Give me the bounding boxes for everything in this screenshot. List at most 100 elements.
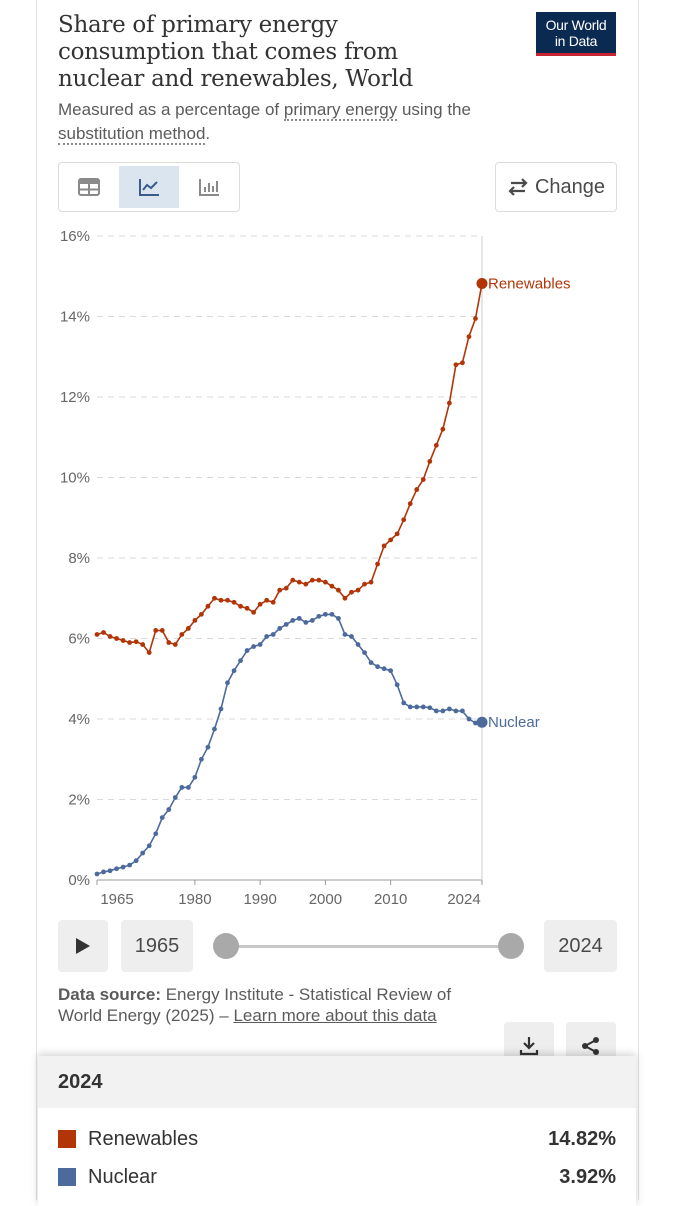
line-chart-icon [139, 179, 159, 196]
data-point-renewables [336, 587, 341, 593]
data-point-nuclear [309, 617, 315, 623]
data-point-renewables [453, 362, 459, 368]
data-point-nuclear [375, 664, 380, 670]
data-point-nuclear [381, 666, 387, 672]
data-point-nuclear [107, 868, 113, 874]
tab-table[interactable] [59, 163, 119, 211]
series-end-label: Renewables [488, 275, 571, 292]
tab-bar-chart[interactable] [179, 163, 239, 211]
data-point-nuclear [316, 613, 322, 619]
data-point-renewables [407, 501, 413, 507]
y-tick-label: 8% [68, 550, 90, 567]
data-point-nuclear [394, 682, 400, 688]
data-point-renewables [427, 459, 433, 464]
data-source: Data source: Energy Institute - Statisti… [58, 984, 488, 1026]
play-button[interactable] [58, 920, 108, 972]
y-tick-label: 10% [60, 470, 90, 487]
bar-chart-icon [199, 179, 219, 196]
data-point-renewables [446, 400, 452, 406]
change-button[interactable]: Change [495, 162, 617, 212]
x-tick-label: 2010 [374, 891, 407, 908]
y-tick-label: 12% [60, 389, 90, 406]
data-point-renewables [107, 634, 113, 639]
logo-line-1: Our World [545, 17, 607, 33]
owid-logo[interactable]: Our World in Data [536, 12, 616, 56]
data-point-renewables [225, 597, 230, 603]
data-point-nuclear [212, 726, 217, 732]
data-point-nuclear [460, 708, 465, 714]
data-point-renewables [205, 603, 211, 609]
data-point-renewables [309, 577, 315, 583]
timeline-start-handle[interactable] [213, 933, 239, 959]
data-point-nuclear [388, 668, 394, 674]
data-point-renewables [420, 477, 426, 482]
data-point-nuclear [407, 704, 413, 710]
data-point-nuclear [172, 795, 178, 800]
data-point-renewables [133, 639, 139, 645]
data-point-renewables [101, 630, 106, 635]
data-point-renewables [303, 581, 309, 587]
tab-line-chart[interactable] [119, 166, 179, 208]
data-point-renewables [329, 583, 335, 589]
learn-more-link[interactable]: Learn more about this data [233, 1006, 437, 1025]
data-point-nuclear [303, 620, 309, 625]
x-tick-label: 1980 [178, 891, 211, 908]
data-point-nuclear [440, 708, 446, 714]
x-tick-label: 2000 [309, 891, 342, 908]
data-point-nuclear [322, 611, 328, 617]
substitution-method-link[interactable]: substitution method [58, 124, 206, 145]
subtitle-text-1: Measured as a percentage of [58, 100, 284, 119]
data-point-nuclear [414, 704, 420, 710]
timeline-track[interactable] [226, 945, 512, 948]
frame-right-edge [638, 0, 639, 1200]
data-point-nuclear [218, 706, 224, 712]
data-point-nuclear [120, 864, 126, 870]
change-label: Change [534, 175, 606, 198]
data-point-renewables [257, 601, 263, 607]
data-point-renewables [218, 597, 224, 603]
primary-energy-link[interactable]: primary energy [283, 100, 398, 121]
y-tick-label: 2% [68, 792, 90, 809]
y-tick-label: 4% [68, 711, 90, 728]
data-point-renewables [277, 587, 283, 593]
tooltip-row-name: Renewables [88, 1127, 199, 1150]
data-point-nuclear [433, 708, 439, 714]
data-point-nuclear [94, 871, 100, 877]
data-point-nuclear [296, 615, 302, 621]
data-point-nuclear [270, 632, 276, 637]
data-point-nuclear [251, 644, 257, 649]
data-point-nuclear [446, 706, 452, 712]
timeline-end-handle[interactable] [498, 933, 524, 959]
frame-left-edge [36, 0, 37, 1200]
data-point-renewables [127, 640, 133, 645]
data-point-renewables [172, 642, 178, 647]
data-point-nuclear [146, 843, 152, 849]
data-point-renewables [375, 561, 380, 567]
data-point-renewables [270, 599, 276, 605]
data-point-renewables [414, 487, 420, 492]
data-point-renewables [296, 579, 302, 585]
data-point-nuclear [179, 785, 185, 790]
data-point-nuclear [427, 705, 433, 711]
data-point-nuclear [140, 850, 146, 856]
data-point-nuclear [368, 660, 374, 666]
table-icon [78, 178, 100, 196]
data-source-text: Energy Institute - Statistical Review of… [58, 985, 452, 1025]
subtitle-text-2: using the [397, 100, 471, 119]
start-year-box[interactable]: 1965 [121, 920, 193, 972]
data-point-nuclear [257, 642, 263, 647]
data-point-renewables [368, 579, 374, 585]
data-point-nuclear [114, 866, 119, 872]
data-point-nuclear [362, 650, 367, 655]
data-point-renewables [290, 577, 296, 583]
y-tick-label: 6% [68, 631, 90, 648]
data-point-nuclear [476, 716, 488, 728]
data-point-nuclear [205, 744, 211, 750]
data-point-renewables [342, 595, 348, 601]
data-point-renewables [153, 628, 159, 633]
tooltip-year: 2024 [38, 1056, 636, 1108]
data-point-renewables [146, 650, 152, 655]
x-tick-label: 1965 [100, 891, 133, 908]
x-tick-label: 2024 [447, 891, 480, 908]
end-year-box[interactable]: 2024 [544, 920, 617, 972]
